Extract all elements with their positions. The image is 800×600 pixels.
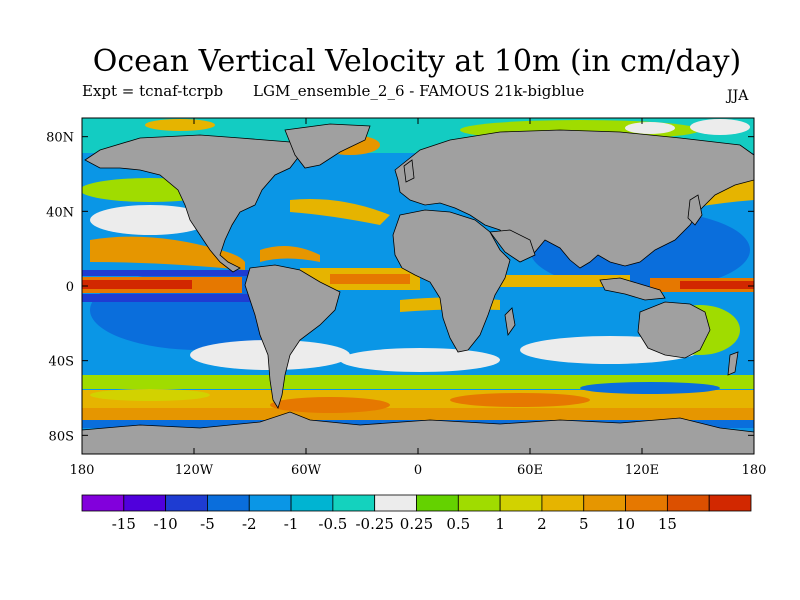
land-africa <box>392 209 511 353</box>
colorbar-swatch <box>541 494 585 512</box>
map-title: Ocean Vertical Velocity at 10m (in cm/da… <box>92 44 742 79</box>
colorbar-swatch <box>625 494 668 512</box>
lat-tick-label: 80S <box>49 429 74 444</box>
lon-tick-label: 60E <box>517 463 543 478</box>
colorbar-label: 5 <box>579 515 589 533</box>
run-label: LGM_ensemble_2_6 - FAMOUS 21k-bigblue <box>253 82 585 100</box>
season-label: JJA <box>727 88 749 104</box>
colorbar-swatch <box>207 494 250 512</box>
colorbar-label: 10 <box>616 515 635 533</box>
lon-tick-label: 60W <box>291 463 322 478</box>
colorbar-swatch <box>332 494 376 512</box>
colorbar-label: 0.5 <box>446 515 470 533</box>
lat-tick-label: 40N <box>46 205 74 220</box>
colorbar-swatch <box>416 494 459 512</box>
lon-tick-label: 120E <box>625 463 659 478</box>
land-north-america <box>84 134 301 273</box>
lat-tick-label: 80N <box>46 131 74 146</box>
land-greenland <box>284 123 371 169</box>
land-madagascar <box>504 307 516 337</box>
colorbar-label: -0.5 <box>318 515 347 533</box>
colorbar-label: -2 <box>242 515 257 533</box>
land-uk <box>403 159 415 183</box>
colorbar-label: 2 <box>537 515 547 533</box>
colorbar-label: -10 <box>154 515 178 533</box>
colorbar-swatch <box>708 494 752 512</box>
lat-tick-label: 0 <box>66 280 74 295</box>
land-antarctica <box>82 411 754 454</box>
colorbar-swatch <box>290 494 334 512</box>
colorbar-label: -0.25 <box>355 515 393 533</box>
colorbar-label: -5 <box>200 515 215 533</box>
colorbar: -15 -10 -5 -2 -1 -0.5 -0.25 0.25 0.5 1 2 5 10 15 <box>81 494 752 533</box>
land-arabia <box>489 229 536 263</box>
colorbar-swatch <box>123 494 167 512</box>
map-axes: 180 120W 60W 0 60E 120E 180 80N 40N 0 40S 80S <box>46 118 766 478</box>
colorbar-swatch <box>248 494 292 512</box>
land-australia <box>637 301 711 359</box>
lat-tick-label: 40S <box>49 355 74 370</box>
land-south-america <box>244 264 341 409</box>
land-indonesia <box>599 277 666 301</box>
land-japan <box>687 194 703 226</box>
lon-tick-label: 180 <box>70 463 95 478</box>
land-masses <box>82 123 754 454</box>
colorbar-swatch <box>499 494 543 512</box>
lon-tick-label: 0 <box>414 463 422 478</box>
colorbar-swatch <box>165 494 208 512</box>
lon-tick-label: 120W <box>175 463 214 478</box>
colorbar-swatch <box>374 494 417 512</box>
map-panel <box>82 118 754 454</box>
colorbar-swatch <box>583 494 626 512</box>
colorbar-swatch <box>81 494 125 512</box>
land-eurasia <box>394 129 754 269</box>
experiment-label: Expt = tcnaf-tcrpb <box>82 82 224 100</box>
colorbar-swatch <box>666 494 710 512</box>
colorbar-label: -1 <box>284 515 299 533</box>
colorbar-swatch <box>457 494 501 512</box>
colorbar-label: 0.25 <box>400 515 433 533</box>
colorbar-label: 15 <box>658 515 677 533</box>
colorbar-label: -15 <box>112 515 136 533</box>
colorbar-label: 1 <box>495 515 505 533</box>
land-new-zealand <box>727 351 739 376</box>
lon-tick-label: 180 <box>742 463 767 478</box>
